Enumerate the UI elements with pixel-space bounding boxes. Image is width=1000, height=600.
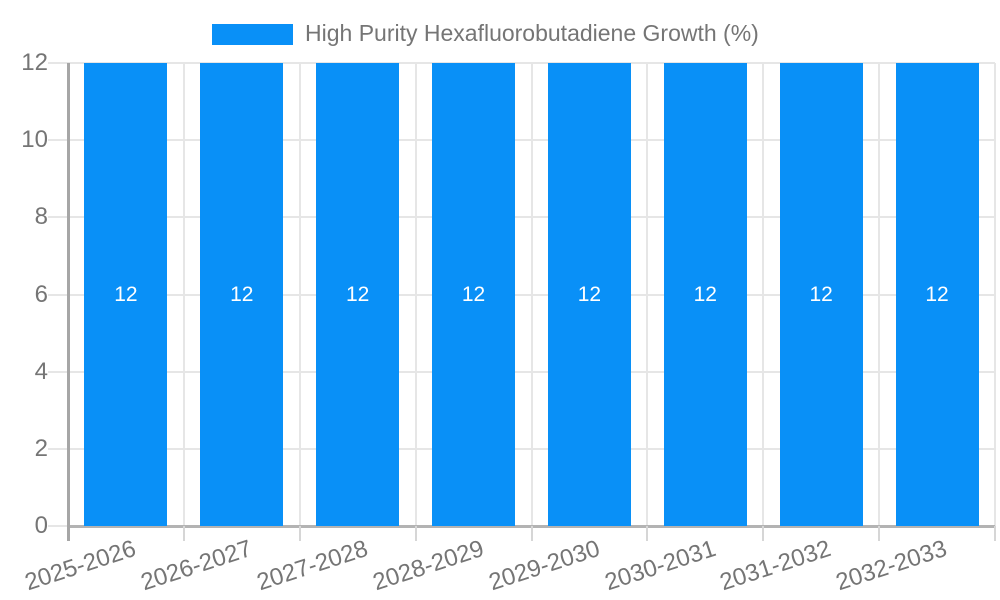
bar-value-label: 12 <box>693 282 717 306</box>
bar-value-label: 12 <box>809 282 833 306</box>
y-tick-mark <box>48 525 68 527</box>
bar-value-label: 12 <box>346 282 370 306</box>
gridline-h <box>48 139 995 142</box>
x-category-label: 2027-2028 <box>253 535 372 597</box>
legend-swatch <box>212 24 293 45</box>
bar[interactable] <box>432 63 516 526</box>
gridline-v <box>878 63 881 526</box>
gridline-h <box>48 216 995 219</box>
gridline-v <box>994 63 996 526</box>
x-tick-mark <box>182 526 185 541</box>
x-tick-mark <box>646 526 649 541</box>
y-tick-label: 6 <box>34 280 48 308</box>
x-tick-mark <box>994 526 996 541</box>
gridline-h <box>48 370 995 373</box>
legend-label: High Purity Hexafluorobutadiene Growth (… <box>305 20 759 46</box>
x-category-label: 2029-2030 <box>485 535 603 597</box>
gridline-h <box>48 293 995 296</box>
y-axis-line <box>67 63 70 541</box>
bar[interactable] <box>84 63 168 526</box>
gridline-v <box>182 63 185 526</box>
gridline-v <box>298 63 301 526</box>
y-tick-label: 2 <box>34 434 48 462</box>
bar[interactable] <box>547 63 631 526</box>
gridline-v <box>762 63 765 526</box>
gridline-h <box>48 447 995 450</box>
bar-value-label: 12 <box>925 282 949 306</box>
y-tick-label: 10 <box>21 126 48 154</box>
x-category-label: 2031-2032 <box>717 535 835 597</box>
y-tick-label: 4 <box>34 357 48 385</box>
x-tick-mark <box>414 526 417 541</box>
bar[interactable] <box>779 63 863 526</box>
bar[interactable] <box>200 63 284 526</box>
bar[interactable] <box>663 63 747 526</box>
bar-value-label: 12 <box>577 282 602 306</box>
y-tick-label: 12 <box>21 49 48 76</box>
x-category-label: 2025-2026 <box>21 535 140 597</box>
x-category-label: 2026-2027 <box>137 535 256 597</box>
bar[interactable] <box>316 63 400 526</box>
chart-legend[interactable]: High Purity Hexafluorobutadiene Growth (… <box>212 20 759 47</box>
x-tick-mark <box>762 526 765 541</box>
y-tick-label: 8 <box>34 203 48 231</box>
x-tick-mark <box>878 526 881 541</box>
bar-value-label: 12 <box>230 282 254 306</box>
x-tick-mark <box>530 526 533 541</box>
gridline-v <box>530 63 533 526</box>
bar-value-label: 12 <box>461 282 486 306</box>
y-tick-label: 0 <box>34 512 48 539</box>
x-category-label: 2028-2029 <box>369 535 487 597</box>
x-category-label: 2030-2031 <box>601 535 719 597</box>
x-tick-mark <box>298 526 301 541</box>
bar-value-label: 12 <box>114 282 138 306</box>
x-category-label: 2032-2033 <box>832 535 951 597</box>
gridline-v <box>414 63 417 526</box>
gridline-v <box>646 63 649 526</box>
gridline-h <box>48 62 995 64</box>
bar[interactable] <box>895 63 979 526</box>
